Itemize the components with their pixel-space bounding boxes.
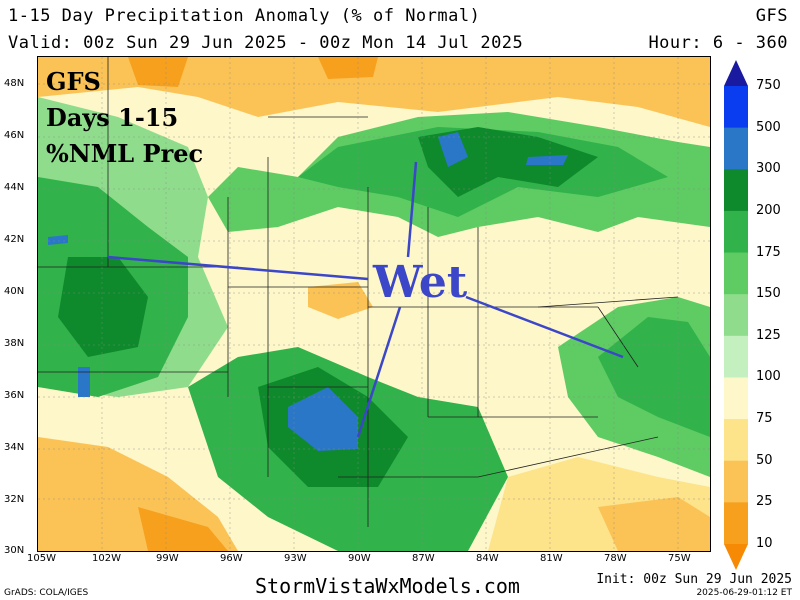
state-borders xyxy=(38,57,679,527)
init-time: Init: 00z Sun 29 Jun 2025 xyxy=(596,572,792,587)
lat-label: 32N xyxy=(4,494,25,505)
colorbar-label: 125 xyxy=(756,327,781,343)
lat-label: 46N xyxy=(4,130,25,141)
lon-label: 96W xyxy=(220,553,243,564)
site-footer: StormVistaWxModels.com xyxy=(255,574,520,598)
timestamp: 2025-06-29-01:12 ET xyxy=(696,588,792,598)
overlay-model: GFS xyxy=(46,67,101,96)
colorbar-label: 25 xyxy=(756,494,773,510)
map-title: 1-15 Day Precipitation Anomaly (% of Nor… xyxy=(8,6,481,26)
lat-label: 38N xyxy=(4,338,25,349)
lat-lon-grid xyxy=(38,57,710,551)
lon-label: 93W xyxy=(284,553,307,564)
lon-label: 75W xyxy=(668,553,691,564)
colorbar-label: 300 xyxy=(756,161,781,177)
colorbar-label: 75 xyxy=(756,411,773,427)
colorbar-max-arrow xyxy=(724,60,748,86)
colorbar-label: 500 xyxy=(756,119,781,135)
lat-label: 48N xyxy=(4,78,25,89)
colorbar-segment xyxy=(724,294,748,337)
lat-label: 44N xyxy=(4,182,25,193)
lat-label: 40N xyxy=(4,286,25,297)
map-canvas xyxy=(38,57,710,551)
dry-region-north-core xyxy=(128,57,188,87)
colorbar xyxy=(724,60,748,570)
colorbar-label: 50 xyxy=(756,452,773,468)
colorbar-segment xyxy=(724,210,748,254)
lon-label: 81W xyxy=(540,553,563,564)
lat-label: 34N xyxy=(4,442,25,453)
lon-label: 84W xyxy=(476,553,499,564)
colorbar-segment xyxy=(724,377,748,420)
colorbar-segment xyxy=(724,460,748,503)
colorbar-label: 150 xyxy=(756,286,781,302)
lon-label: 105W xyxy=(27,553,56,564)
colorbar-label: 175 xyxy=(756,244,781,260)
colorbar-segment xyxy=(724,169,748,212)
lon-label: 78W xyxy=(604,553,627,564)
lon-label: 102W xyxy=(92,553,121,564)
wet-core-south xyxy=(288,387,358,451)
colorbar-label: 100 xyxy=(756,369,781,385)
colorbar-segment xyxy=(724,502,748,545)
lat-label: 30N xyxy=(4,545,25,556)
lat-label: 42N xyxy=(4,234,25,245)
lon-label: 87W xyxy=(412,553,435,564)
overlay-product: %NML Prec xyxy=(46,139,204,168)
colorbar-segment xyxy=(724,419,748,462)
lat-label: 36N xyxy=(4,390,25,401)
wet-core-north xyxy=(438,132,468,167)
precip-anomaly-map: GFS Days 1-15 %NML Prec Wet xyxy=(37,56,711,552)
grads-credit: GrADS: COLA/IGES xyxy=(4,588,89,598)
valid-period: Valid: 00z Sun 29 Jun 2025 - 00z Mon 14 … xyxy=(8,33,524,53)
colorbar-label: 200 xyxy=(756,202,781,218)
dry-region-north xyxy=(38,57,710,127)
lon-label: 90W xyxy=(348,553,371,564)
colorbar-min-arrow xyxy=(724,544,748,570)
forecast-hours: Hour: 6 - 360 xyxy=(648,33,788,53)
lon-label: 99W xyxy=(156,553,179,564)
colorbar-segment xyxy=(724,86,748,129)
overlay-period: Days 1-15 xyxy=(46,103,179,132)
model-name: GFS xyxy=(755,6,788,26)
colorbar-label: 750 xyxy=(756,78,781,93)
annotation-arrows xyxy=(107,161,624,438)
colorbar-segment xyxy=(724,127,748,170)
colorbar-label: 10 xyxy=(756,536,773,551)
wet-annotation: Wet xyxy=(373,257,468,308)
colorbar-segment xyxy=(724,252,748,295)
colorbar-segment xyxy=(724,335,748,378)
